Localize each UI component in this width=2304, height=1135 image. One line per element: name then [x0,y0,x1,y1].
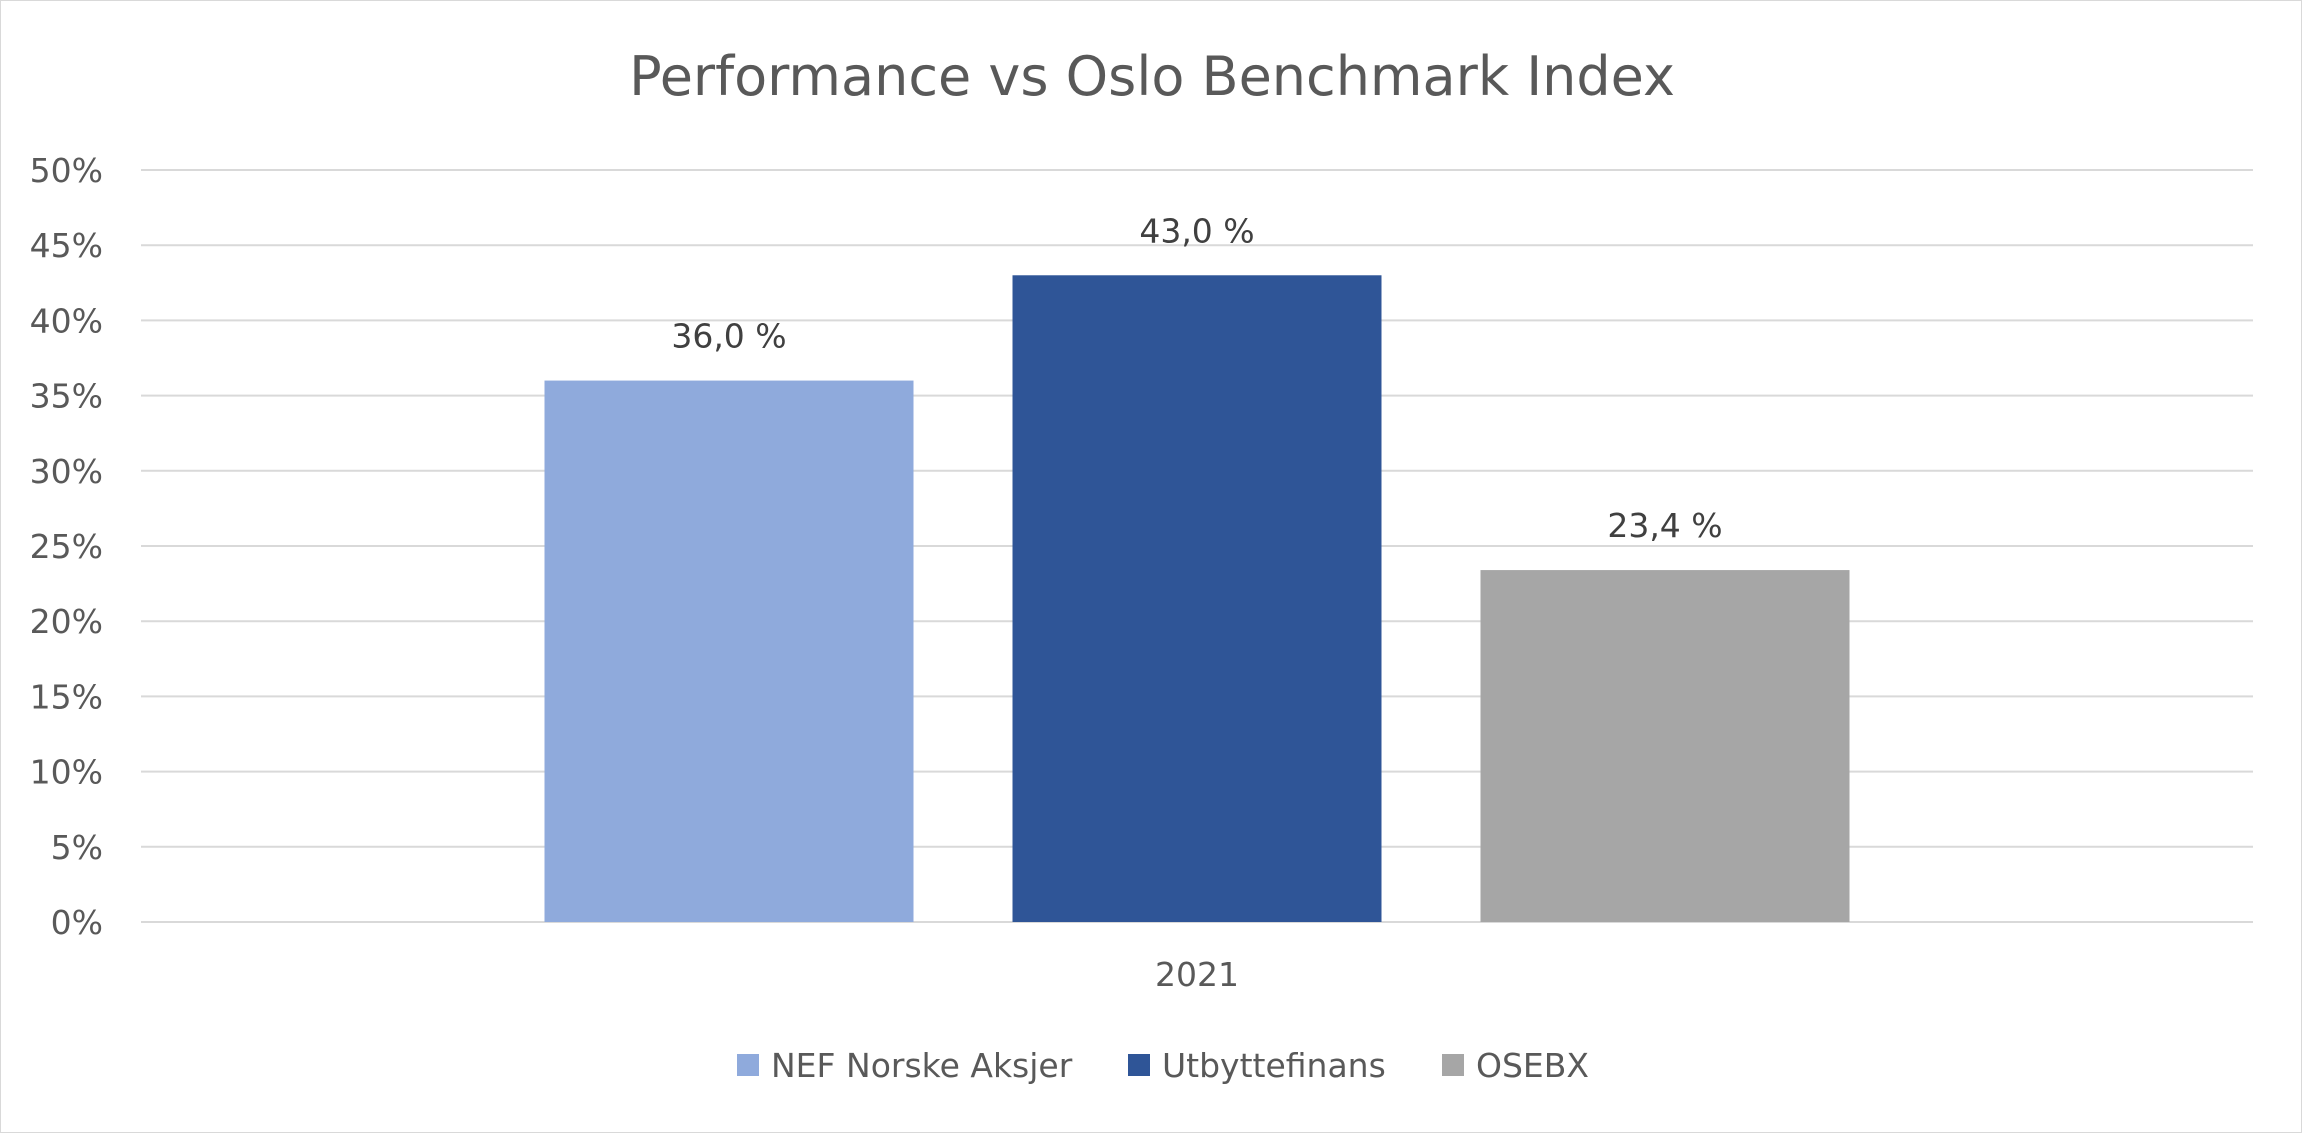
data-label: 43,0 % [1139,211,1254,250]
y-tick-label: 15% [30,677,103,716]
y-tick-label: 20% [30,602,103,641]
legend-label: OSEBX [1476,1046,1589,1085]
chart-title: Performance vs Oslo Benchmark Index [629,45,1675,108]
y-tick-label: 25% [30,527,103,566]
legend-label: NEF Norske Aksjer [771,1046,1073,1085]
y-tick-label: 5% [51,828,103,867]
y-tick-label: 45% [30,226,103,265]
bar-nef-norske-aksjer [544,380,914,922]
data-label: 23,4 % [1607,506,1722,545]
legend-label: Utbyttefinans [1162,1046,1386,1085]
y-tick-label: 40% [30,301,103,340]
y-tick-label: 10% [30,753,103,792]
y-tick-label: 0% [51,903,103,942]
y-axis-tick-labels: 0% 5% 10% 15% 20% 25% 30% 35% 40% 45% 50% [30,151,103,942]
legend-item-utbyttefinans: Utbyttefinans [1128,1046,1386,1085]
y-tick-label: 30% [30,452,103,491]
data-label: 36,0 % [671,317,786,356]
y-tick-label: 35% [30,377,103,416]
bar-utbyttefinans [1012,275,1382,922]
legend-swatch [737,1054,759,1076]
legend-item-osebx: OSEBX [1442,1046,1589,1085]
legend: NEF Norske Aksjer Utbyttefinans OSEBX [737,1046,1589,1085]
bars [544,275,1850,922]
x-tick-label: 2021 [1155,955,1239,994]
y-tick-label: 50% [30,151,103,190]
legend-swatch [1442,1054,1464,1076]
legend-swatch [1128,1054,1150,1076]
bar-osebx [1480,570,1850,922]
data-labels: 36,0 % 43,0 % 23,4 % [671,211,1722,545]
x-axis-tick-labels: 2021 [1155,955,1239,994]
legend-item-nef-norske-aksjer: NEF Norske Aksjer [737,1046,1073,1085]
